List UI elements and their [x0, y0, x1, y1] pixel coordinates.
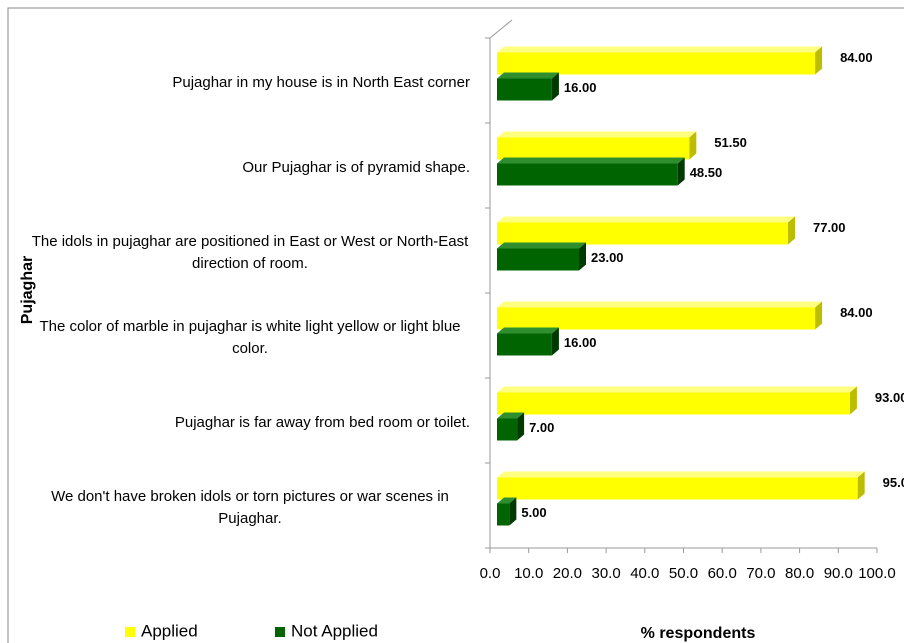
bar-face: [497, 248, 580, 271]
data-label: 48.50: [690, 165, 723, 180]
bar-face: [677, 157, 685, 186]
bar-face: [815, 46, 823, 75]
bar-face: [497, 131, 697, 138]
bar-face: [497, 242, 587, 249]
x-axis-title: % respondents: [641, 625, 756, 642]
bar-face: [497, 52, 816, 75]
x-tick-label: 10.0: [514, 565, 543, 582]
bar: [497, 157, 685, 186]
data-label: 5.00: [521, 505, 546, 520]
data-label: 7.00: [529, 420, 554, 435]
data-label: 51.50: [714, 135, 747, 150]
bar-face: [497, 307, 816, 330]
x-tick-label: 100.0: [858, 565, 896, 582]
x-tick-label: 20.0: [553, 565, 582, 582]
y-tick-label: We don't have broken idols or torn pictu…: [30, 486, 470, 530]
bar-face: [857, 471, 865, 500]
legend-label: Not Applied: [291, 621, 378, 640]
x-tick-label: 80.0: [785, 565, 814, 582]
category-text: Pujaghar is far away from bed room or to…: [174, 413, 470, 431]
bar-face: [497, 327, 559, 334]
data-label: 84.00: [840, 50, 873, 65]
y-tick-label: Our Pujaghar is of pyramid shape.: [30, 157, 470, 179]
data-label: 77.00: [813, 220, 846, 235]
x-tick-label: 50.0: [669, 565, 698, 582]
category-text: Pujaghar in my house is in North East co…: [172, 73, 470, 91]
data-label: 16.00: [564, 335, 597, 350]
bar-face: [497, 497, 517, 504]
bar-face: [497, 301, 823, 308]
y-tick-label: The idols in pujaghar are positioned in …: [30, 231, 470, 275]
bar-face: [815, 301, 823, 330]
axis-wall: [489, 19, 513, 39]
bar: [497, 242, 587, 271]
category-text: We don't have broken idols or torn pictu…: [51, 487, 449, 527]
bar-face: [787, 216, 795, 245]
bar-face: [497, 157, 685, 164]
data-label: 95.00: [883, 475, 904, 490]
y-tick-label: Pujaghar is far away from bed room or to…: [30, 412, 470, 434]
bar: [497, 386, 857, 415]
bar-face: [551, 327, 559, 356]
bar-face: [497, 386, 857, 393]
bar-face: [497, 418, 518, 441]
bar: [497, 46, 823, 75]
bar: [497, 412, 525, 441]
bar-face: [497, 471, 865, 478]
bar: [497, 216, 795, 245]
bar-face: [551, 72, 559, 101]
y-tick-label: Pujaghar in my house is in North East co…: [30, 72, 470, 94]
legend-swatch: [125, 627, 135, 637]
category-text: The color of marble in pujaghar is white…: [39, 317, 461, 357]
bar-face: [497, 392, 850, 415]
bar-face: [497, 137, 690, 160]
bar-face: [497, 333, 552, 356]
data-label: 23.00: [591, 250, 624, 265]
frame: [7, 7, 904, 643]
x-tick-label: 30.0: [591, 565, 620, 582]
bar-face: [579, 242, 587, 271]
bar: [497, 471, 865, 500]
x-tick-label: 40.0: [630, 565, 659, 582]
bar: [497, 131, 697, 160]
data-label: 93.00: [875, 390, 904, 405]
bar-face: [497, 477, 858, 500]
bar-face: [497, 78, 552, 101]
bar-face: [689, 131, 697, 160]
x-tick-label: 0.0: [480, 565, 501, 582]
category-text: The idols in pujaghar are positioned in …: [31, 232, 469, 272]
bar-face: [517, 412, 525, 441]
x-tick-label: 70.0: [746, 565, 775, 582]
data-label: 16.00: [564, 80, 597, 95]
legend-swatch: [275, 627, 285, 637]
bar-face: [849, 386, 857, 415]
legend-label: Applied: [141, 621, 198, 640]
bar-face: [497, 216, 795, 223]
x-tick-label: 90.0: [824, 565, 853, 582]
bar-face: [497, 222, 788, 245]
bar: [497, 301, 823, 330]
bar-face: [497, 72, 559, 79]
y-axis-title: Pujaghar: [19, 256, 36, 324]
bar: [497, 497, 517, 526]
data-label: 84.00: [840, 305, 873, 320]
y-tick-label: The color of marble in pujaghar is white…: [30, 316, 470, 360]
bar-face: [497, 163, 678, 186]
bar: [497, 72, 559, 101]
bar-face: [497, 46, 823, 53]
bar-face: [509, 497, 517, 526]
category-text: Our Pujaghar is of pyramid shape.: [242, 158, 470, 176]
bar-face: [497, 503, 510, 526]
bar-face: [497, 412, 525, 419]
bar: [497, 327, 559, 356]
x-tick-label: 60.0: [708, 565, 737, 582]
